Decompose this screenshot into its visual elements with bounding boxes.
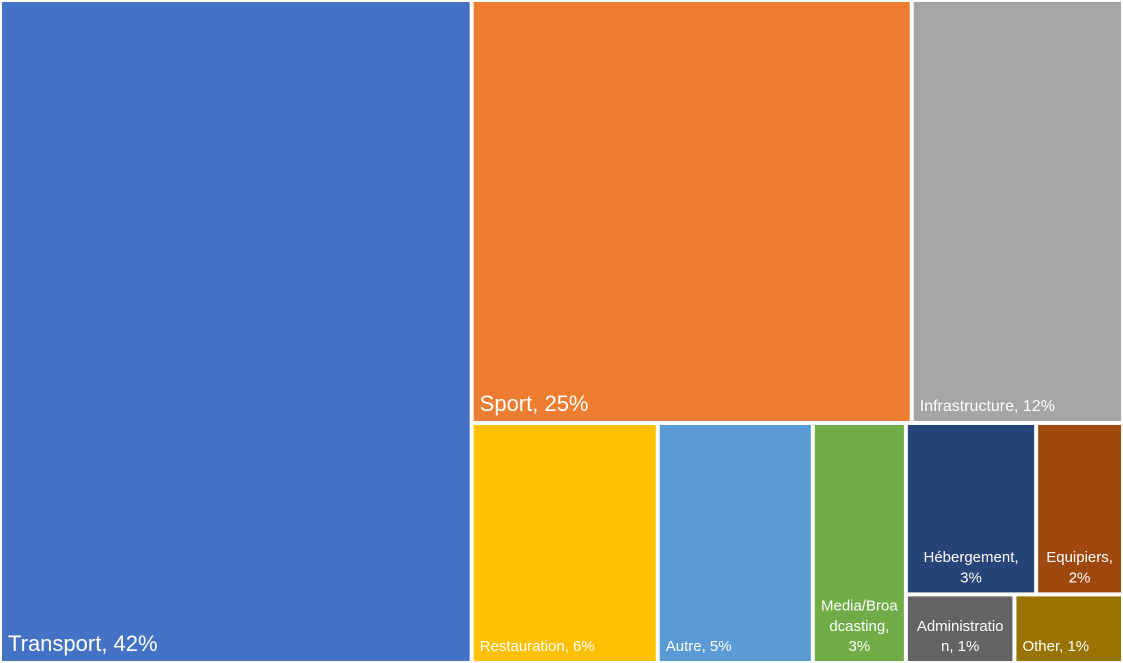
treemap-tile	[907, 424, 1035, 593]
tile-label: Infrastructure, 12%	[920, 398, 1055, 415]
treemap-tile	[814, 424, 904, 661]
tile-label: Media/Broa dcasting, 3%	[821, 598, 898, 656]
treemap-tile	[907, 596, 1013, 661]
treemap-tile	[473, 2, 910, 421]
tile-label: Hébergement, 3%	[923, 549, 1018, 586]
treemap-tile	[659, 424, 811, 661]
tile-label: Transport, 42%	[8, 631, 158, 656]
tile-label: Equipiers, 2%	[1046, 549, 1113, 586]
treemap-tile	[913, 2, 1121, 421]
treemap-tile	[1016, 596, 1121, 661]
treemap-tile	[2, 2, 470, 661]
tile-label: Restauration, 6%	[480, 638, 595, 655]
treemap-tile	[1038, 424, 1121, 593]
treemap-tile	[473, 424, 656, 661]
tile-label: Other, 1%	[1022, 638, 1089, 655]
tile-label: Autre, 5%	[666, 638, 732, 655]
tile-label: Administratio n, 1%	[917, 618, 1004, 655]
tile-label: Sport, 25%	[480, 391, 589, 416]
